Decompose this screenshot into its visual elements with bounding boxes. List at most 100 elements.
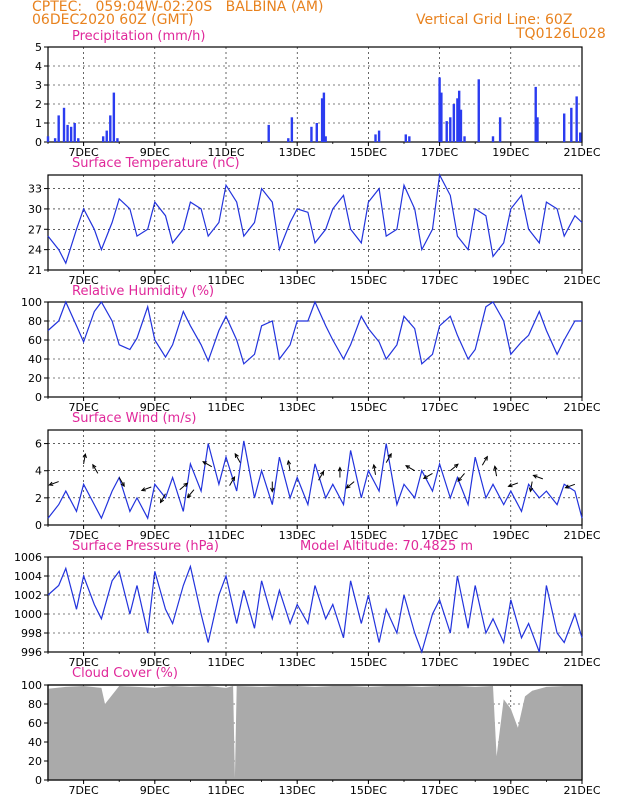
precip-bar (62, 107, 66, 142)
header-station: CPTEC: 059:04W-02:20S BALBINA (AM) (32, 0, 324, 15)
precip-ytick-label: 3 (35, 79, 42, 92)
pressure-xtick-label: 17DEC (421, 656, 458, 669)
wind-arrow (318, 471, 324, 481)
wind-arrow (533, 474, 544, 480)
precip-bar (46, 136, 50, 142)
pressure-xtick-label: 9DEC (140, 656, 170, 669)
wind-arrow-head (183, 482, 189, 488)
wind-arrow-head (528, 487, 534, 493)
precip-bar (315, 123, 318, 142)
temp-ytick-label: 30 (28, 203, 42, 216)
wind-arrow-head (159, 498, 165, 504)
cloud-xtick-label: 13DEC (279, 784, 316, 797)
wind-arrow (187, 489, 195, 498)
temp-series-line (47, 173, 583, 265)
pressure-ytick-label: 998 (21, 627, 42, 640)
wind-arrow-head (387, 452, 392, 458)
wind-arrow-head (507, 483, 513, 488)
wind-ytick-label: 4 (35, 465, 42, 478)
precip-frame (47, 46, 583, 143)
precip-xtick-label: 21DEC (563, 146, 600, 159)
wind-arrow-head (120, 482, 125, 488)
wind-arrow-head (234, 452, 239, 458)
precip-bar (408, 136, 411, 142)
wind-arrow-head (92, 463, 97, 469)
cloud-xtick-label: 9DEC (140, 784, 170, 797)
precip-title: Precipitation (mm/h) (72, 29, 206, 44)
cloud-xtick-label: 17DEC (421, 784, 458, 797)
precip-ytick-label: 2 (35, 98, 42, 111)
rh-xtick-label: 13DEC (279, 401, 316, 414)
wind-xtick-label: 11DEC (207, 529, 244, 542)
wind-arrow-head (319, 470, 325, 476)
precip-bar (377, 130, 381, 142)
precip-bar (324, 136, 327, 142)
precip-ytick-label: 5 (35, 41, 42, 54)
precip-bar (320, 98, 324, 142)
cloud-xtick-label: 15DEC (350, 784, 387, 797)
cloud-ytick-label: 20 (28, 755, 42, 768)
precip-bar (57, 115, 60, 142)
cloud-area (48, 686, 582, 780)
rh-title: Relative Humidity (%) (72, 284, 215, 299)
precip-bar (105, 130, 108, 142)
precip-bar (438, 77, 441, 142)
rh-xtick-label: 7DEC (69, 401, 99, 414)
pressure-series-line (47, 564, 583, 654)
temp-xtick-label: 19DEC (492, 274, 529, 287)
precip-bar (374, 134, 377, 142)
temp-ytick-label: 21 (28, 264, 42, 277)
wind-arrow (405, 465, 415, 472)
wind-xtick-label: 9DEC (140, 529, 170, 542)
precip-bar (77, 138, 80, 142)
precip-bar (452, 104, 456, 142)
precip-bar (456, 98, 459, 142)
wind-arrow-head (453, 463, 459, 469)
cloud-ytick-label: 40 (28, 736, 42, 749)
precip-xtick-label: 7DEC (69, 146, 99, 159)
precip-bar (491, 136, 495, 142)
precip-bar (463, 136, 466, 142)
rh-xtick-label: 21DEC (563, 401, 600, 414)
precip-bar (404, 134, 407, 142)
precip-bar (310, 126, 313, 142)
rh-xtick-label: 11DEC (207, 401, 244, 414)
pressure-ytick-label: 1004 (14, 570, 42, 583)
pressure-xtick-label: 11DEC (207, 656, 244, 669)
precip-bar (570, 107, 573, 142)
rh-ytick-label: 40 (28, 353, 42, 366)
wind-arrow-head (270, 487, 275, 493)
rh-ytick-label: 20 (28, 372, 42, 385)
precip-ytick-label: 0 (35, 136, 42, 149)
temp-frame (47, 174, 583, 271)
temp-ytick-label: 24 (28, 244, 42, 257)
pressure-xtick-label: 19DEC (492, 656, 529, 669)
wind-arrow (385, 453, 392, 463)
wind-arrow (508, 482, 519, 487)
precip-ytick-label: 1 (35, 117, 42, 130)
wind-arrow (287, 460, 291, 471)
rh-xtick-label: 17DEC (421, 401, 458, 414)
precip-bar (579, 132, 582, 142)
pressure-ytick-label: 996 (21, 646, 42, 659)
precip-bar (459, 109, 463, 142)
precip-xtick-label: 9DEC (140, 146, 170, 159)
header-vgrid: Vertical Grid Line: 60Z (416, 12, 573, 28)
cloud-ytick-label: 60 (28, 717, 42, 730)
rh-xtick-label: 9DEC (140, 401, 170, 414)
precip-xtick-label: 15DEC (350, 146, 387, 159)
precip-bar (575, 96, 578, 142)
precip-bar (536, 117, 539, 142)
wind-arrow-head (422, 474, 428, 480)
precip-bar (477, 79, 480, 142)
pressure-ytick-label: 1000 (14, 608, 42, 621)
header-model: TQ0126L028 (516, 26, 606, 42)
cloud-ytick-label: 80 (28, 698, 42, 711)
wind-xtick-label: 21DEC (563, 529, 600, 542)
wind-arrow (346, 481, 355, 489)
wind-series-line (47, 440, 583, 520)
wind-arrow (423, 472, 433, 479)
precip-xtick-label: 11DEC (207, 146, 244, 159)
rh-ytick-label: 0 (35, 391, 42, 404)
